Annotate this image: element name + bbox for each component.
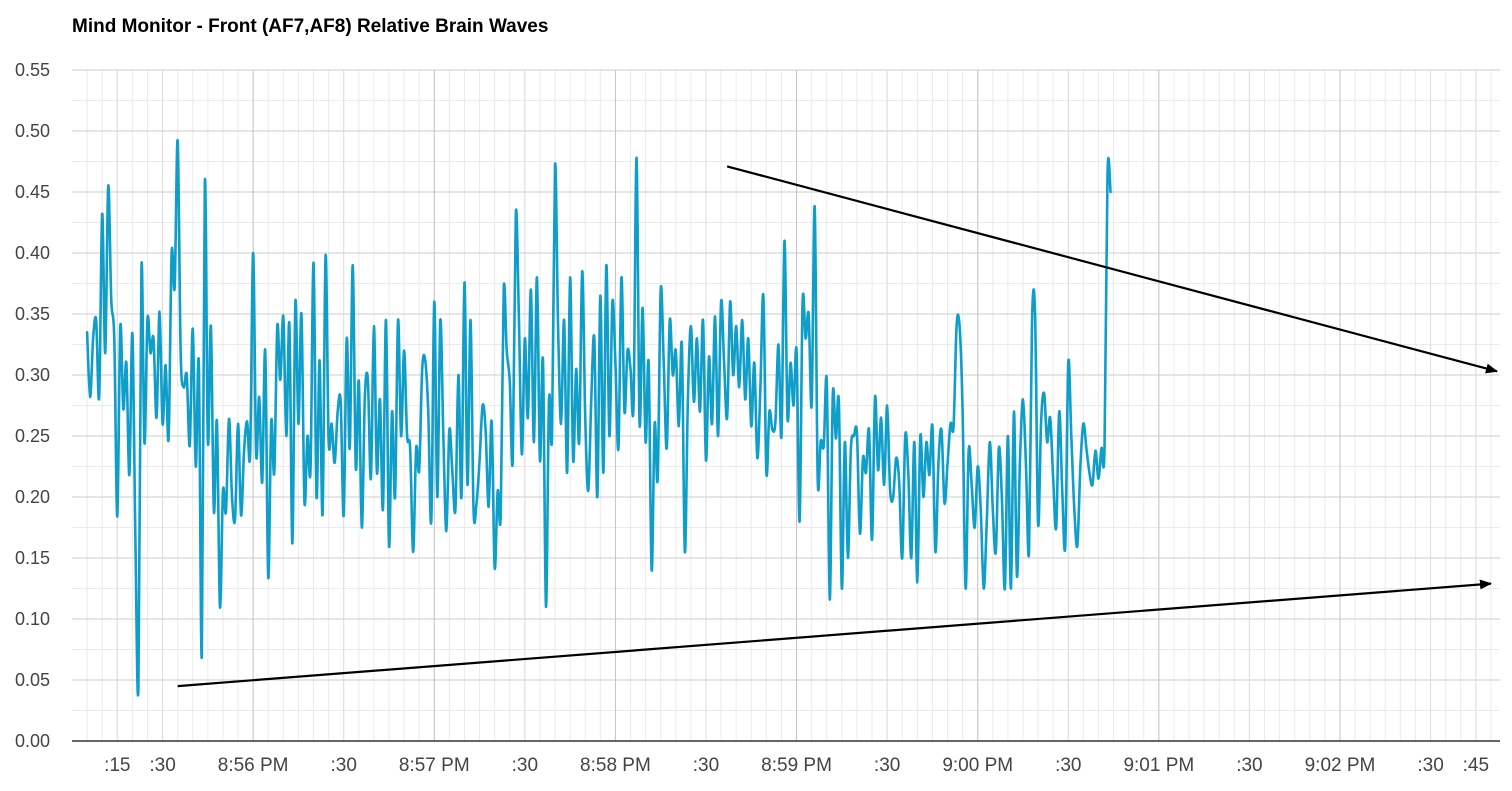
y-tick-label: 0.05 [15,670,50,690]
trend-arrow [177,579,1492,688]
x-tick-label: :45 [1463,755,1489,776]
y-tick-label: 0.55 [15,60,50,80]
annotation-layer [177,165,1498,688]
y-tick-label: 0.25 [15,426,50,446]
y-tick-label: 0.50 [15,121,50,141]
y-tick-label: 0.45 [15,182,50,202]
x-tick-label: 8:57 PM [399,755,470,776]
x-tick-label: :30 [693,755,719,776]
series-layer [85,139,1112,697]
x-tick-label: 9:02 PM [1305,755,1376,776]
y-tick-label: 0.20 [15,487,50,507]
x-tick-label: :30 [512,755,538,776]
x-tick-label: :30 [1055,755,1081,776]
x-tick-label: :15 [104,755,130,776]
y-tick-label: 0.35 [15,304,50,324]
y-tick-label: 0.10 [15,609,50,629]
x-axis-tick-labels: :15 :30 8:56 PM :30 8:57 PM :30 8:58 PM :30 8:59… [104,755,1489,776]
y-axis-tick-labels: 0.00 0.05 0.10 0.15 0.20 0.25 0.30 0.35 0.40 0.45… [15,60,50,751]
y-tick-label: 0.15 [15,548,50,568]
x-tick-label: 8:59 PM [761,755,832,776]
x-tick-label: 9:00 PM [942,755,1013,776]
y-tick-label: 0.30 [15,365,50,385]
chart-title: Mind Monitor - Front (AF7,AF8) Relative … [72,16,549,37]
x-tick-label: :30 [1236,755,1262,776]
x-tick-label: 8:58 PM [580,755,651,776]
x-tick-label: :30 [1417,755,1443,776]
y-tick-label: 0.40 [15,243,50,263]
x-tick-label: :30 [331,755,357,776]
x-tick-label: 8:56 PM [218,755,289,776]
trend-arrow [726,165,1498,374]
x-tick-label: :30 [874,755,900,776]
x-tick-label: 9:01 PM [1123,755,1194,776]
x-tick-label: :30 [149,755,175,776]
series-line [85,139,1112,697]
y-tick-label: 0.00 [15,731,50,751]
